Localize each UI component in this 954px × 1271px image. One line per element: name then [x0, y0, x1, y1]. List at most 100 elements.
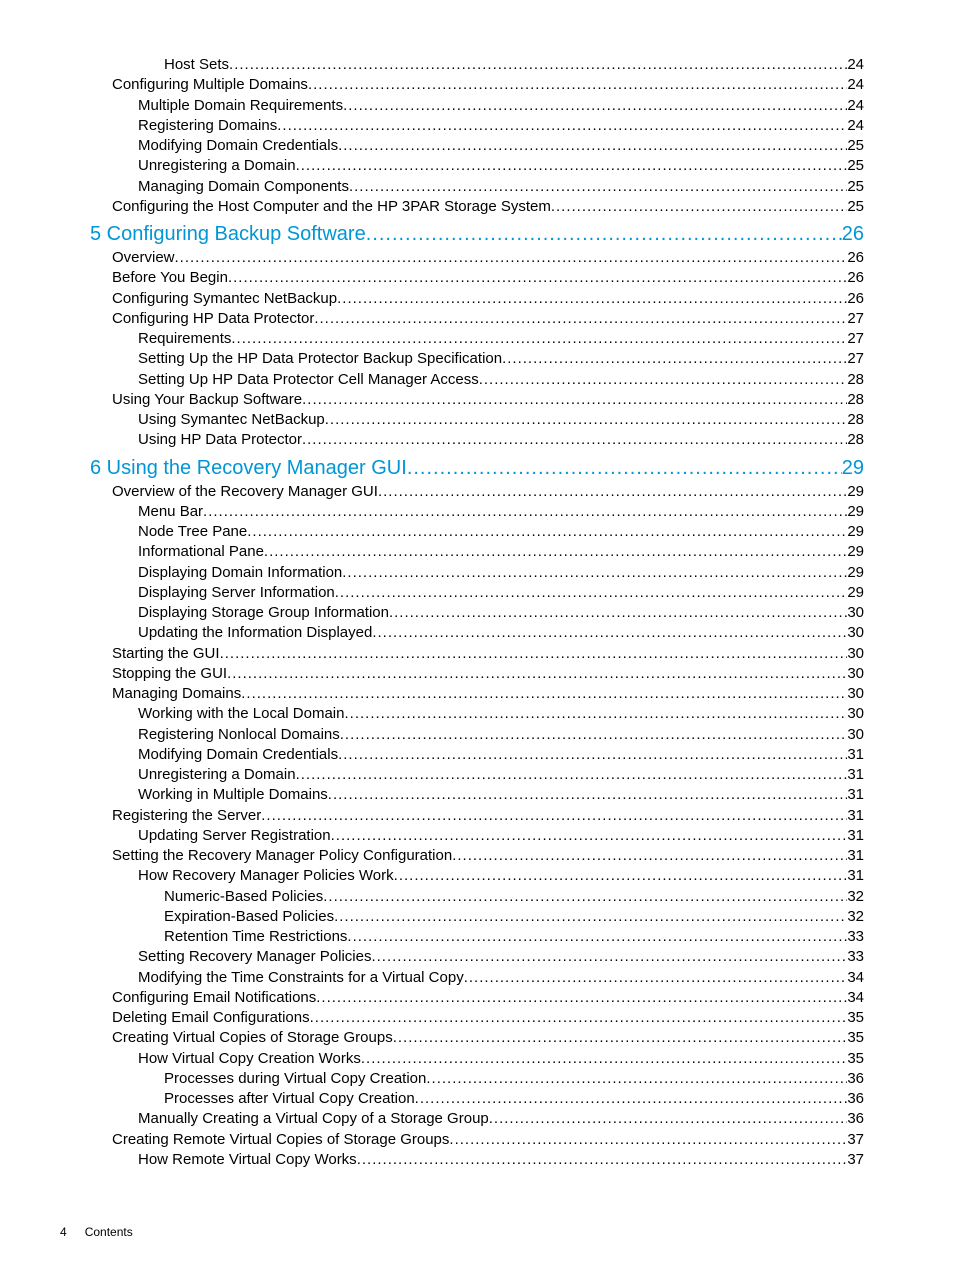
toc-entry-row[interactable]: Requirements............................… — [90, 329, 864, 349]
toc-entry-row[interactable]: Using Your Backup Software..............… — [90, 390, 864, 410]
toc-leader-dots: ........................................… — [334, 907, 847, 927]
toc-chapter-row[interactable]: 6 Using the Recovery Manager GUI........… — [90, 457, 864, 480]
toc-leader-dots: ........................................… — [296, 156, 848, 176]
toc-leader-dots: ........................................… — [378, 482, 847, 502]
toc-entry-row[interactable]: Manually Creating a Virtual Copy of a St… — [90, 1109, 864, 1129]
toc-leader-dots: ........................................… — [175, 248, 848, 268]
toc-entry-row[interactable]: Working in Multiple Domains.............… — [90, 785, 864, 805]
toc-entry-row[interactable]: Starting the GUI........................… — [90, 644, 864, 664]
toc-entry-row[interactable]: Setting Up HP Data Protector Cell Manage… — [90, 370, 864, 390]
toc-entry-row[interactable]: Processes during Virtual Copy Creation..… — [90, 1069, 864, 1089]
toc-entry-row[interactable]: Updating the Information Displayed......… — [90, 623, 864, 643]
toc-entry-title: Managing Domains — [112, 684, 241, 704]
toc-entry-page: 33 — [847, 927, 864, 947]
toc-leader-dots: ........................................… — [464, 968, 848, 988]
toc-entry-row[interactable]: How Remote Virtual Copy Works...........… — [90, 1150, 864, 1170]
toc-entry-title: Displaying Storage Group Information — [138, 603, 389, 623]
toc-leader-dots: ........................................… — [551, 197, 847, 217]
toc-entry-row[interactable]: Registering Domains.....................… — [90, 116, 864, 136]
toc-entry-page: 29 — [847, 482, 864, 502]
toc-leader-dots: ........................................… — [371, 947, 847, 967]
toc-entry-title: Overview of the Recovery Manager GUI — [112, 482, 378, 502]
toc-entry-row[interactable]: Processes after Virtual Copy Creation...… — [90, 1089, 864, 1109]
toc-entry-row[interactable]: Updating Server Registration............… — [90, 826, 864, 846]
toc-entry-row[interactable]: Retention Time Restrictions.............… — [90, 927, 864, 947]
toc-entry-row[interactable]: Displaying Storage Group Information....… — [90, 603, 864, 623]
toc-entry-row[interactable]: Node Tree Pane..........................… — [90, 522, 864, 542]
toc-entry-row[interactable]: Deleting Email Configurations...........… — [90, 1008, 864, 1028]
toc-entry-page: 28 — [847, 410, 864, 430]
toc-leader-dots: ........................................… — [302, 430, 847, 450]
toc-entry-row[interactable]: Unregistering a Domain..................… — [90, 765, 864, 785]
toc-entry-page: 28 — [847, 430, 864, 450]
toc-entry-row[interactable]: Modifying Domain Credentials............… — [90, 745, 864, 765]
toc-entry-row[interactable]: Host Sets...............................… — [90, 55, 864, 75]
toc-entry-row[interactable]: How Recovery Manager Policies Work......… — [90, 866, 864, 886]
toc-entry-row[interactable]: Configuring Email Notifications.........… — [90, 988, 864, 1008]
toc-leader-dots: ........................................… — [344, 704, 847, 724]
toc-entry-row[interactable]: Using HP Data Protector.................… — [90, 430, 864, 450]
toc-chapter-row[interactable]: 5 Configuring Backup Software...........… — [90, 223, 864, 246]
toc-entry-row[interactable]: Numeric-Based Policies..................… — [90, 887, 864, 907]
toc-entry-row[interactable]: Configuring Symantec NetBackup..........… — [90, 289, 864, 309]
toc-leader-dots: ........................................… — [241, 684, 847, 704]
toc-entry-title: Modifying Domain Credentials — [138, 136, 338, 156]
toc-entry-row[interactable]: Configuring the Host Computer and the HP… — [90, 197, 864, 217]
toc-entry-row[interactable]: Using Symantec NetBackup................… — [90, 410, 864, 430]
toc-entry-row[interactable]: Registering the Server..................… — [90, 806, 864, 826]
toc-entry-title: Displaying Domain Information — [138, 563, 342, 583]
toc-entry-row[interactable]: Unregistering a Domain..................… — [90, 156, 864, 176]
toc-entry-row[interactable]: Informational Pane......................… — [90, 542, 864, 562]
toc-leader-dots: ........................................… — [340, 725, 848, 745]
toc-leader-dots: ........................................… — [426, 1069, 847, 1089]
toc-entry-page: 26 — [847, 289, 864, 309]
toc-entry-row[interactable]: Setting the Recovery Manager Policy Conf… — [90, 846, 864, 866]
toc-entry-title: How Recovery Manager Policies Work — [138, 866, 394, 886]
toc-entry-title: Multiple Domain Requirements — [138, 96, 343, 116]
toc-entry-row[interactable]: Stopping the GUI........................… — [90, 664, 864, 684]
toc-entry-row[interactable]: Displaying Server Information...........… — [90, 583, 864, 603]
toc-entry-row[interactable]: Configuring HP Data Protector...........… — [90, 309, 864, 329]
toc-entry-title: Working with the Local Domain — [138, 704, 344, 724]
toc-entry-row[interactable]: How Virtual Copy Creation Works.........… — [90, 1049, 864, 1069]
toc-entry-row[interactable]: Managing Domain Components..............… — [90, 177, 864, 197]
toc-entry-title: Numeric-Based Policies — [164, 887, 323, 907]
toc-entry-row[interactable]: Expiration-Based Policies...............… — [90, 907, 864, 927]
toc-entry-row[interactable]: Modifying the Time Constraints for a Vir… — [90, 968, 864, 988]
toc-entry-page: 27 — [847, 329, 864, 349]
toc-entry-title: Using Your Backup Software — [112, 390, 302, 410]
toc-entry-page: 25 — [847, 136, 864, 156]
toc-entry-page: 35 — [847, 1008, 864, 1028]
toc-entry-title: Configuring Symantec NetBackup — [112, 289, 337, 309]
toc-entry-row[interactable]: Working with the Local Domain...........… — [90, 704, 864, 724]
toc-leader-dots: ........................................… — [361, 1049, 847, 1069]
toc-entry-page: 35 — [847, 1028, 864, 1048]
toc-entry-page: 29 — [842, 457, 864, 480]
toc-entry-row[interactable]: Setting Up the HP Data Protector Backup … — [90, 349, 864, 369]
toc-entry-title: Deleting Email Configurations — [112, 1008, 310, 1028]
toc-entry-title: Using HP Data Protector — [138, 430, 302, 450]
toc-entry-page: 29 — [847, 563, 864, 583]
toc-entry-title: Working in Multiple Domains — [138, 785, 328, 805]
toc-entry-row[interactable]: Creating Virtual Copies of Storage Group… — [90, 1028, 864, 1048]
toc-entry-page: 31 — [847, 806, 864, 826]
toc-entry-row[interactable]: Configuring Multiple Domains............… — [90, 75, 864, 95]
toc-leader-dots: ........................................… — [323, 887, 847, 907]
toc-entry-row[interactable]: Multiple Domain Requirements............… — [90, 96, 864, 116]
toc-entry-row[interactable]: Displaying Domain Information...........… — [90, 563, 864, 583]
toc-entry-page: 31 — [847, 785, 864, 805]
toc-entry-page: 24 — [847, 116, 864, 136]
toc-entry-row[interactable]: Registering Nonlocal Domains............… — [90, 725, 864, 745]
toc-entry-row[interactable]: Modifying Domain Credentials............… — [90, 136, 864, 156]
toc-entry-row[interactable]: Overview................................… — [90, 248, 864, 268]
toc-entry-row[interactable]: Before You Begin........................… — [90, 268, 864, 288]
toc-entry-row[interactable]: Creating Remote Virtual Copies of Storag… — [90, 1130, 864, 1150]
toc-entry-row[interactable]: Overview of the Recovery Manager GUI....… — [90, 482, 864, 502]
toc-entry-row[interactable]: Managing Domains........................… — [90, 684, 864, 704]
toc-entry-title: Registering the Server — [112, 806, 261, 826]
toc-entry-title: Managing Domain Components — [138, 177, 349, 197]
toc-entry-row[interactable]: Menu Bar................................… — [90, 502, 864, 522]
toc-entry-row[interactable]: Setting Recovery Manager Policies.......… — [90, 947, 864, 967]
toc-entry-title: Registering Domains — [138, 116, 277, 136]
toc-entry-page: 27 — [847, 309, 864, 329]
